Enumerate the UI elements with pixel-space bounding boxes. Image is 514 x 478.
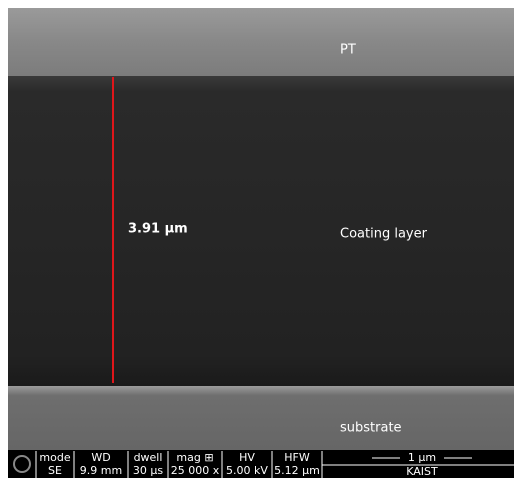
info-value: 30 µs — [133, 464, 163, 477]
info-header: HV — [239, 451, 255, 464]
pt-layer — [8, 8, 514, 76]
info-value: 5.12 µm — [274, 464, 320, 477]
info-value: 9.9 mm — [80, 464, 122, 477]
info-header: mode — [39, 451, 70, 464]
info-value: SE — [48, 464, 62, 477]
layer-label: substrate — [340, 421, 402, 436]
sem-image: PT Coating layer substrate 3.91 µm modeS… — [0, 0, 514, 478]
info-value: 25 000 x — [171, 464, 220, 477]
layer-label: PT — [340, 43, 356, 58]
info-header: mag ⊞ — [176, 451, 213, 464]
info-header: HFW — [284, 451, 310, 464]
scale-label: 1 µm — [408, 451, 436, 464]
info-header: dwell — [134, 451, 163, 464]
institution: KAIST — [406, 465, 438, 478]
info-value: 5.00 kV — [226, 464, 268, 477]
measurement-label: 3.91 µm — [128, 222, 188, 237]
layer-label: Coating layer — [340, 227, 428, 242]
coating-layer — [8, 76, 514, 386]
info-header: WD — [91, 451, 110, 464]
substrate-layer — [8, 386, 514, 450]
